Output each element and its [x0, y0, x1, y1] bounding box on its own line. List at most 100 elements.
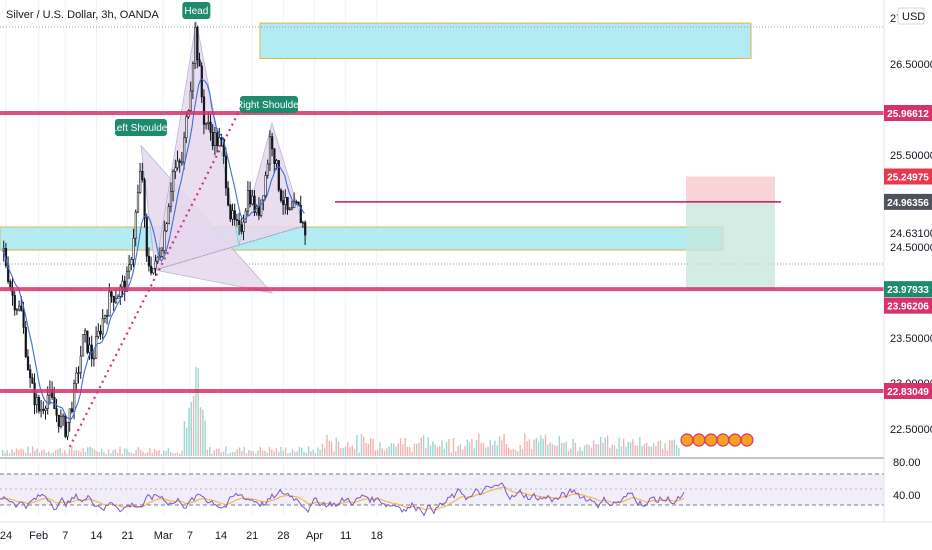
time-label: 7	[187, 530, 193, 542]
volume-bar	[94, 449, 96, 456]
volume-bar	[114, 449, 117, 456]
candle-body	[84, 330, 87, 335]
candle-body	[229, 204, 232, 220]
volume-bar	[181, 450, 183, 456]
price-tag	[884, 168, 932, 185]
volume-bar	[291, 449, 294, 456]
volume-bar	[144, 453, 146, 456]
demand-zone	[0, 226, 724, 251]
time-label: 11	[340, 530, 351, 542]
volume-bar	[567, 451, 570, 456]
price-tick: 23.50000	[890, 333, 932, 345]
volume-bar	[457, 445, 459, 456]
volume-bar	[169, 451, 172, 456]
volume-bar	[595, 444, 597, 456]
price-tag-label: 25.24975	[887, 173, 929, 184]
volume-bar	[358, 452, 360, 456]
volume-bar	[427, 437, 429, 456]
volume-bar	[606, 435, 609, 456]
volume-bar	[372, 438, 374, 456]
candle-body	[114, 298, 118, 303]
volume-bar	[195, 366, 197, 456]
candle-body	[75, 372, 78, 384]
volume-bar	[38, 452, 41, 456]
volume-bar	[646, 442, 648, 456]
volume-bar	[215, 448, 218, 456]
volume-bar	[650, 446, 652, 456]
currency-badge[interactable]: USD	[897, 7, 925, 25]
volume-bar	[342, 448, 344, 456]
volume-bar	[450, 452, 452, 456]
volume-bar	[397, 443, 399, 456]
event-icon	[692, 433, 706, 447]
volume-bar	[501, 440, 503, 456]
volume-bar	[105, 453, 107, 456]
event-icons[interactable]	[680, 433, 754, 447]
volume-bar	[140, 450, 142, 456]
volume-bar	[639, 437, 641, 456]
volume-bar	[326, 435, 328, 456]
volume-bar	[45, 452, 48, 456]
volume-bar	[133, 453, 135, 456]
candle-body	[277, 160, 280, 191]
volume-bar	[356, 435, 358, 456]
volume-bar	[666, 450, 669, 456]
volume-bar	[68, 448, 71, 456]
price-tick: 24.63100	[890, 228, 932, 240]
volume-bar	[524, 433, 526, 456]
volume-bar	[66, 453, 68, 456]
price-tag	[884, 383, 932, 399]
price-scale[interactable]: 27.026.5000025.5000024.6310024.5000023.5…	[883, 0, 932, 522]
volume-bar	[618, 437, 620, 456]
volume-bar	[255, 453, 257, 456]
candle-body	[95, 336, 98, 359]
volume-bar	[273, 451, 275, 456]
candle-body	[73, 383, 76, 412]
volume-bar	[15, 448, 18, 456]
candle-body	[216, 132, 219, 147]
volume-bar	[211, 453, 213, 456]
volume-bar	[517, 451, 519, 456]
volume-bar	[6, 450, 8, 456]
volume-bar	[565, 441, 567, 456]
trendline	[68, 102, 245, 448]
volume-bar	[232, 452, 234, 456]
volume-bar	[59, 447, 61, 456]
volume-bar	[243, 446, 245, 456]
volume-bar	[31, 446, 34, 456]
volume-bar	[485, 447, 487, 456]
volume-bar	[25, 452, 27, 456]
candle-body	[260, 199, 263, 216]
candle-body	[169, 191, 173, 207]
volume-bar	[379, 442, 381, 456]
volume-bar	[335, 437, 337, 456]
volume-bar	[75, 450, 77, 456]
volume-bar	[77, 450, 80, 456]
volume-bar	[227, 453, 229, 456]
horizontal-levels[interactable]	[0, 111, 884, 393]
volume-bar	[84, 451, 87, 456]
time-label: Mar	[154, 530, 173, 542]
volume-bar	[268, 447, 271, 456]
volume-bar	[526, 441, 528, 456]
candle-body	[251, 195, 254, 205]
volume-bar	[296, 451, 298, 456]
volume-bar	[429, 445, 432, 456]
volume-bar	[275, 448, 278, 456]
volume-bar	[340, 448, 342, 456]
annotation-head: Head	[182, 2, 211, 19]
time-axis[interactable]: 24 Feb 7 14 21 Mar 7 14 21 28 Apr 11 18	[0, 521, 932, 542]
volume-bar	[521, 448, 524, 456]
candle-body	[154, 260, 157, 269]
candle-body	[13, 295, 16, 311]
volume-bar	[126, 448, 128, 456]
volume-bar	[20, 448, 22, 456]
candle-body	[86, 330, 89, 353]
chart-title: Silver / U.S. Dollar, 3h, OANDA	[6, 9, 159, 21]
volume-bar	[434, 444, 436, 456]
volume-bar	[18, 450, 20, 456]
volume-bar	[673, 439, 675, 456]
volume-bar	[678, 447, 680, 456]
volume-bar	[225, 446, 227, 456]
